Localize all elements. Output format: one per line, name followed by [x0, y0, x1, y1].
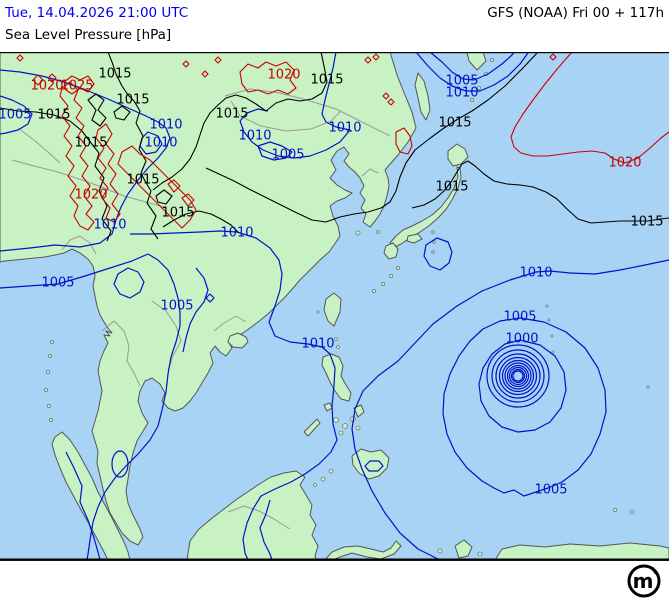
contour-label: 1015	[215, 107, 248, 122]
contour-label: 1005	[0, 108, 32, 123]
island-samar	[353, 404, 365, 418]
island-kamchatka-tip	[466, 52, 487, 71]
contour-label: 1010	[445, 86, 478, 101]
asia-mainland	[0, 52, 417, 546]
contour-label: 1020	[74, 188, 107, 203]
pressure-map: 1020 1025 1020 1020 1020 1015 1015 1015 1015 1015…	[0, 52, 669, 561]
map-top-border	[0, 52, 669, 54]
island-borneo	[186, 470, 319, 561]
contour-label: 1015	[116, 93, 149, 108]
contour-labels: 1020102510201020102010151015101510151015…	[0, 67, 664, 498]
contour-label: 1010	[238, 129, 271, 144]
island-mindanao	[351, 448, 390, 480]
contour-label: 1005	[445, 74, 478, 89]
contour-label: 1010	[220, 226, 253, 241]
model-run-info: GFS (NOAA) Fri 00 + 117h	[487, 5, 664, 21]
contour-label: 1015	[98, 67, 131, 82]
contour-label: 1015	[630, 215, 663, 230]
contour-label: 1005	[271, 148, 304, 163]
contour-label: 1015	[126, 173, 159, 188]
logo-letter: m	[633, 569, 654, 593]
pressure-map-svg: 1020102510201020102010151015101510151015…	[0, 52, 669, 561]
chart-title: Sea Level Pressure [hPa]	[5, 27, 172, 43]
site-logo: m	[627, 564, 661, 598]
contour-label: 1005	[41, 276, 74, 291]
island-luzon	[321, 353, 352, 402]
contour-label: 1010	[301, 337, 334, 352]
typhoon-rings	[486, 344, 550, 408]
header-bar: Tue, 14.04.2026 21:00 UTC GFS (NOAA) Fri…	[0, 0, 669, 52]
contour-label: 1010	[149, 118, 182, 133]
contour-label: 1005	[160, 299, 193, 314]
contour-label: 1015	[310, 73, 343, 88]
island-shikoku	[406, 233, 423, 244]
island-halmahera	[454, 539, 473, 559]
logo-circle	[627, 564, 661, 598]
contour-label: 1010	[93, 218, 126, 233]
contour-label: 1010	[519, 266, 552, 281]
isobars-black	[0, 52, 669, 242]
island-sulawesi-arm	[324, 540, 402, 561]
contour-label: 1015	[435, 180, 468, 195]
map-bottom-border	[0, 558, 669, 561]
contour-label: 1005	[503, 310, 536, 325]
island-taiwan	[323, 292, 342, 327]
logo-tick	[651, 567, 658, 575]
country-borders	[11, 88, 391, 530]
island-palawan	[303, 418, 321, 437]
small-islands	[44, 58, 650, 557]
contour-label: 1015	[37, 108, 70, 123]
island-kyushu	[383, 242, 399, 260]
contour-label: 1025	[60, 79, 93, 94]
contour-label: 1000	[505, 332, 538, 347]
contour-label: 1015	[161, 206, 194, 221]
isobars-red	[16, 52, 669, 231]
contour-label: 1020	[608, 156, 641, 171]
island-hokkaido	[447, 143, 469, 167]
contour-label: 1020	[267, 68, 300, 83]
contour-label: 1005	[534, 483, 567, 498]
contour-label: 1010	[144, 136, 177, 151]
island-new-guinea-strip	[494, 542, 669, 561]
island-hainan	[227, 332, 249, 349]
valid-datetime: Tue, 14.04.2026 21:00 UTC	[5, 5, 189, 21]
contour-label: 1015	[74, 136, 107, 151]
island-sakhalin	[414, 72, 431, 121]
contour-label: 1015	[438, 116, 471, 131]
contour-label: 1020	[30, 79, 63, 94]
contour-label: 1010	[328, 121, 361, 136]
